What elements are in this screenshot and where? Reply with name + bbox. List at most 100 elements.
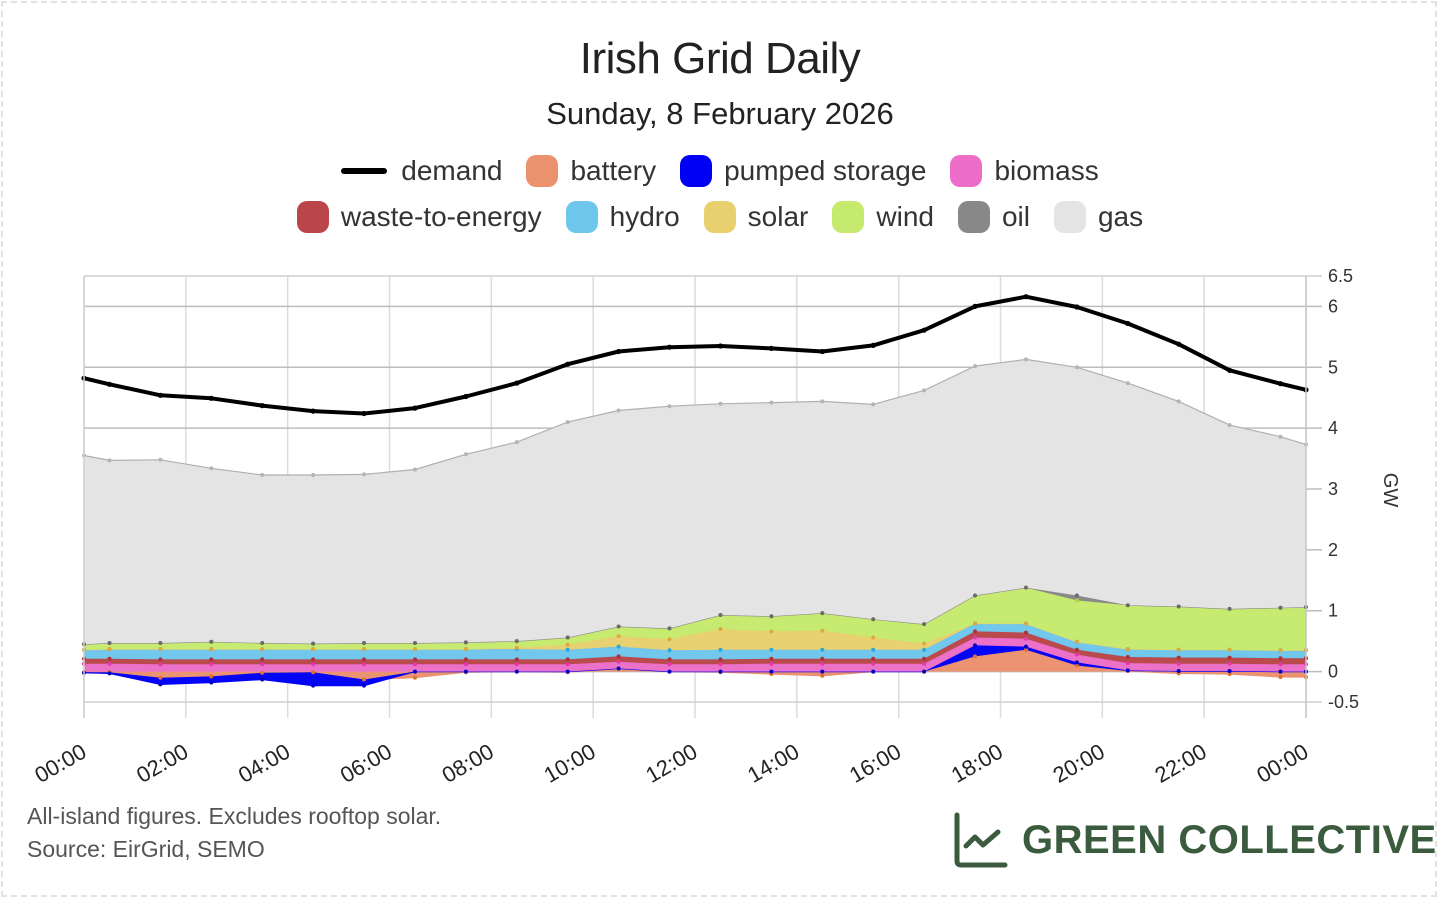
point-biomass <box>514 662 519 667</box>
y-tick-label: 5 <box>1328 357 1338 377</box>
legend-item-wind[interactable]: wind <box>832 201 934 233</box>
point-demand <box>1227 367 1233 373</box>
legend-swatch-hydro <box>565 201 598 233</box>
legend-row-1: demand battery pumped storage biomass <box>0 155 1440 187</box>
legend-label: battery <box>570 155 657 186</box>
point-waste <box>413 657 417 662</box>
x-tick-label: 00:00 <box>1252 739 1312 788</box>
point-gas <box>565 420 570 425</box>
point-solar <box>820 628 825 633</box>
stacked-areas <box>83 358 1307 687</box>
point-oil <box>667 626 672 631</box>
area-battery <box>84 649 1306 680</box>
legend-item-solar[interactable]: solar <box>703 201 808 233</box>
legend-item-hydro[interactable]: hydro <box>565 201 680 233</box>
point-pumped <box>1227 669 1232 673</box>
point-oil <box>1024 585 1028 590</box>
point-biomass <box>107 661 112 666</box>
legend-item-gas[interactable]: gas <box>1053 201 1144 233</box>
point-pumped <box>769 669 774 674</box>
x-tick-label: 02:00 <box>132 739 192 788</box>
point-pumped <box>158 682 163 687</box>
point-oil <box>209 639 214 644</box>
point-oil <box>820 611 825 616</box>
point-solar <box>871 635 876 640</box>
legend-item-waste-to-energy[interactable]: waste-to-energy <box>296 201 542 233</box>
point-battery <box>1278 675 1283 679</box>
point-gas <box>514 440 519 445</box>
point-pumped <box>413 669 417 674</box>
point-solar <box>922 641 927 646</box>
point-oil <box>463 640 468 645</box>
point-oil <box>107 641 112 645</box>
point-pumped <box>260 677 265 682</box>
point-demand <box>768 345 775 351</box>
y-tick-label: 4 <box>1328 418 1338 438</box>
point-biomass <box>922 661 927 666</box>
legend-swatch-wind <box>832 201 865 233</box>
point-wind <box>1074 598 1079 603</box>
point-gas <box>413 467 417 472</box>
point-oil <box>871 617 876 622</box>
legend-item-oil[interactable]: oil <box>957 201 1030 233</box>
point-gas <box>463 452 468 457</box>
x-tick-label: 04:00 <box>234 739 294 788</box>
point-waste <box>820 656 825 661</box>
point-gas <box>362 472 366 477</box>
point-oil <box>514 639 519 644</box>
point-biomass <box>463 662 468 667</box>
point-demand <box>1074 304 1080 310</box>
point-waste <box>1278 656 1283 661</box>
point-oil <box>1125 603 1130 608</box>
brand-logo: GREEN COLLECTIVE <box>952 812 1437 868</box>
point-oil <box>1176 604 1181 609</box>
chart-subtitle: Sunday, 8 February 2026 <box>546 96 894 131</box>
point-hydro <box>616 644 621 649</box>
point-hydro <box>718 647 723 652</box>
y-tick-label: -0.5 <box>1328 692 1359 712</box>
point-demand <box>157 392 163 398</box>
point-hydro <box>871 647 876 652</box>
point-pumped <box>1125 668 1130 673</box>
legend-item-demand[interactable]: demand <box>341 155 502 187</box>
point-biomass <box>209 662 214 667</box>
point-demand <box>972 303 978 309</box>
point-oil <box>362 641 366 645</box>
legend-item-biomass[interactable]: biomass <box>950 155 1099 187</box>
point-gas <box>1074 365 1079 370</box>
point-solar <box>1227 647 1232 652</box>
point-solar <box>718 627 723 631</box>
legend-swatch-demand <box>341 168 388 174</box>
point-demand <box>870 342 876 348</box>
point-demand <box>819 348 825 355</box>
y-tick-label: 2 <box>1328 540 1338 560</box>
point-solar <box>1176 647 1181 652</box>
point-battery <box>260 670 265 675</box>
legend-item-battery[interactable]: battery <box>526 155 656 187</box>
point-biomass <box>565 662 570 667</box>
legend-swatch-gas <box>1053 201 1086 233</box>
point-biomass <box>1278 662 1283 667</box>
area-wind <box>84 587 1306 651</box>
point-gas <box>769 400 774 405</box>
point-solar <box>1074 639 1079 644</box>
point-demand <box>717 343 724 349</box>
point-waste <box>514 657 519 662</box>
point-gas <box>107 458 112 463</box>
x-tick-label: 08:00 <box>438 739 498 788</box>
point-waste <box>260 657 265 662</box>
legend-label: gas <box>1097 201 1144 232</box>
point-biomass <box>871 661 876 666</box>
point-hydro <box>667 648 672 653</box>
point-battery <box>820 673 825 678</box>
footer-note: All-island figures. Excludes rooftop sol… <box>27 803 442 829</box>
legend-item-pumped-storage[interactable]: pumped storage <box>680 155 926 187</box>
point-waste <box>718 657 723 662</box>
point-waste <box>362 657 366 662</box>
line-chart-icon <box>954 812 1008 868</box>
point-gas <box>158 457 163 462</box>
point-gas <box>1176 399 1181 404</box>
point-solar <box>311 647 316 652</box>
point-oil <box>718 613 723 617</box>
point-solar <box>260 647 265 652</box>
